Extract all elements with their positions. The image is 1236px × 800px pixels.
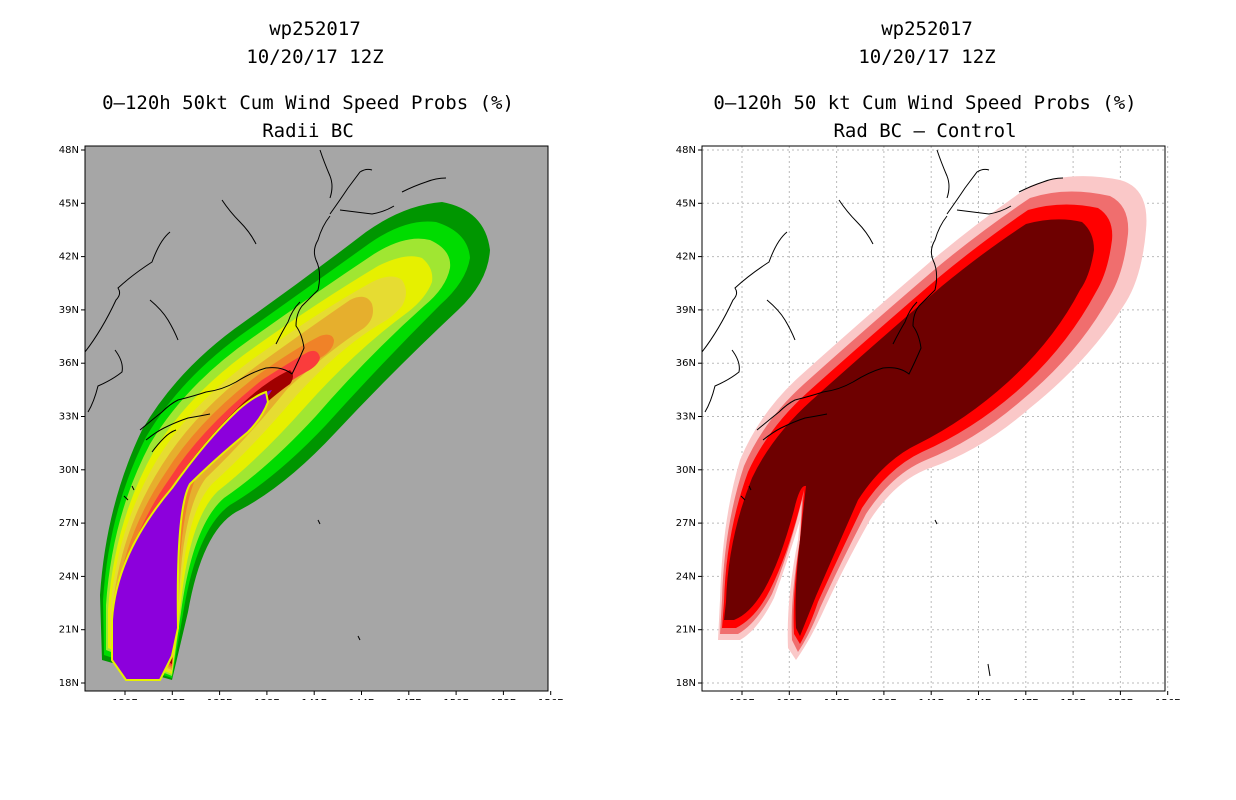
x-tick-label: 141E (918, 698, 943, 700)
left-probability-map: 129E 132E 135E 138E 141E 144E 147E 150E 153E 156E… (59, 145, 564, 700)
y-tick-label: 30N (676, 465, 696, 476)
x-tick-label: 153E (491, 698, 516, 700)
y-tick-label: 42N (59, 252, 79, 263)
y-tick-label: 42N (676, 252, 696, 263)
y-tick-label: 45N (676, 198, 696, 209)
x-tick-label: 150E (1060, 698, 1085, 700)
y-tick-label: 30N (59, 465, 79, 476)
x-tick-label: 132E (160, 698, 185, 700)
right-difference-map: 129E 132E 135E 138E 141E 144E 147E 150E 153E 156E… (676, 145, 1181, 700)
left-title-main: 0–120h 50kt Cum Wind Speed Probs (%) (102, 92, 514, 114)
x-tick-label: 138E (871, 698, 896, 700)
x-tick-label: 156E (1155, 698, 1180, 700)
y-tick-label: 24N (676, 571, 696, 582)
x-tick-label: 135E (207, 698, 232, 700)
x-tick-label: 147E (396, 698, 421, 700)
y-tick-label: 27N (59, 518, 79, 529)
right-title-date: 10/20/17 12Z (858, 46, 996, 68)
x-tick-label: 144E (349, 698, 374, 700)
right-title-main: 0–120h 50 kt Cum Wind Speed Probs (%) (713, 92, 1137, 114)
y-tick-label: 48N (59, 145, 79, 156)
y-tick-label: 24N (59, 571, 79, 582)
y-tick-label: 39N (676, 305, 696, 316)
left-title-sub: Radii BC (262, 120, 354, 142)
x-tick-label: 129E (729, 698, 754, 700)
y-tick-label: 21N (676, 625, 696, 636)
diff-core-10 (724, 219, 1094, 636)
x-tick-label: 144E (966, 698, 991, 700)
x-tick-label: 132E (777, 698, 802, 700)
y-tick-label: 39N (59, 305, 79, 316)
y-tick-label: 36N (676, 358, 696, 369)
left-title-storm-id: wp252017 (269, 18, 361, 40)
coastlines (702, 149, 1064, 677)
y-tick-label: 21N (59, 625, 79, 636)
y-tick-label: 18N (676, 678, 696, 689)
right-title-sub: Rad BC – Control (833, 120, 1017, 142)
prob-core-100 (111, 390, 270, 681)
left-title-date: 10/20/17 12Z (246, 46, 384, 68)
x-tick-label: 138E (254, 698, 279, 700)
y-tick-label: 33N (676, 412, 696, 423)
y-tick-label: 48N (676, 145, 696, 156)
x-tick-label: 129E (112, 698, 137, 700)
y-tick-label: 18N (59, 678, 79, 689)
x-tick-label: 153E (1108, 698, 1133, 700)
y-tick-label: 36N (59, 358, 79, 369)
y-tick-label: 27N (676, 518, 696, 529)
right-title-storm-id: wp252017 (881, 18, 973, 40)
coastlines (85, 149, 447, 641)
x-tick-label: 141E (301, 698, 326, 700)
y-tick-label: 45N (59, 198, 79, 209)
x-tick-label: 150E (443, 698, 468, 700)
x-tick-label: 156E (538, 698, 563, 700)
prob-band-20 (106, 238, 451, 676)
y-tick-label: 33N (59, 412, 79, 423)
x-tick-label: 135E (824, 698, 849, 700)
x-tick-label: 147E (1013, 698, 1038, 700)
